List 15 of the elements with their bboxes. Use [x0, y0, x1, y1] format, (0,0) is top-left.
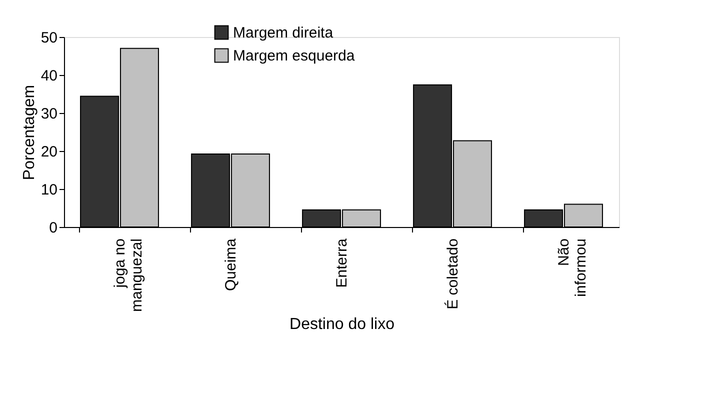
x-tick-label: Enterra: [334, 238, 350, 288]
y-tick-label: 20: [40, 144, 58, 160]
legend-label: Margem esquerda: [233, 48, 356, 64]
x-tick-label: joga no manguezal: [112, 238, 146, 312]
y-tick-label: 30: [40, 106, 58, 122]
y-tick-label: 40: [40, 68, 58, 84]
x-axis-title: Destino do lixo: [290, 316, 395, 333]
y-axis-title: Porcentagem: [20, 84, 38, 180]
y-tick-label: 10: [40, 182, 58, 198]
x-tick-label: É coletado: [444, 238, 462, 310]
x-tick-label: Não informou: [556, 238, 590, 297]
x-tick-label: Queima: [222, 238, 240, 292]
legend-label: Margem direita: [233, 24, 334, 42]
y-tick-label: 50: [40, 30, 58, 46]
y-tick-label: 0: [49, 220, 58, 236]
